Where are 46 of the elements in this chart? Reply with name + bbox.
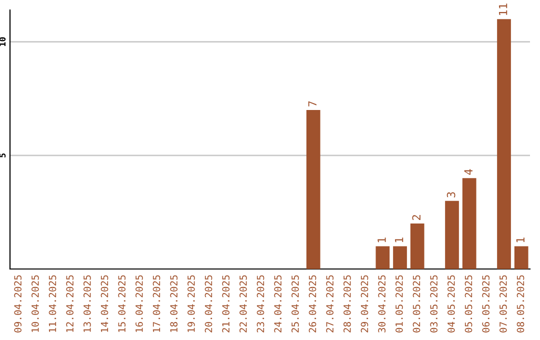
data-label: 1 <box>394 238 404 242</box>
x-tick-label: 29.04.2025 <box>360 275 368 332</box>
x-tick-label: 16.04.2025 <box>135 275 143 332</box>
x-tick-label: 02.05.2025 <box>412 275 420 332</box>
x-tick-label: 28.04.2025 <box>343 275 351 332</box>
data-label: 7 <box>308 101 316 106</box>
x-tick-label: 06.05.2025 <box>482 275 490 332</box>
x-tick-label: 08.05.2025 <box>516 275 524 332</box>
x-tick-label: 27.04.2025 <box>326 275 334 332</box>
bar <box>376 246 390 269</box>
data-label: 4 <box>464 169 472 175</box>
x-tick-label: 04.05.2025 <box>447 275 455 332</box>
x-tick-label: 19.04.2025 <box>187 275 195 332</box>
x-tick-label: 22.04.2025 <box>239 275 247 332</box>
x-tick-label: 24.04.2025 <box>274 275 282 332</box>
bar <box>497 19 511 269</box>
x-tick-label: 03.05.2025 <box>430 275 438 332</box>
x-tick-label: 09.04.2025 <box>14 275 22 332</box>
x-tick-label: 01.05.2025 <box>395 275 403 332</box>
x-tick-label: 11.04.2025 <box>48 275 56 332</box>
bar <box>462 178 476 269</box>
x-tick-label: 15.04.2025 <box>118 275 126 332</box>
x-tick-label: 07.05.2025 <box>499 275 507 332</box>
data-label: 1 <box>378 238 386 242</box>
x-tick-label: 21.04.2025 <box>222 275 230 332</box>
bar <box>410 224 424 269</box>
bar <box>306 110 320 269</box>
x-tick-label: 25.04.2025 <box>291 275 299 332</box>
data-label: 1 <box>516 238 524 242</box>
x-tick-label: 10.04.2025 <box>31 275 39 332</box>
bar <box>393 246 407 269</box>
data-label: 11 <box>498 4 508 15</box>
x-tick-label: 23.04.2025 <box>256 275 264 332</box>
data-label: 2 <box>412 215 420 220</box>
x-tick-label: 14.04.2025 <box>100 275 108 332</box>
x-tick-label: 18.04.2025 <box>170 275 178 332</box>
x-tick-label: 13.04.2025 <box>83 275 91 332</box>
x-tick-label: 12.04.2025 <box>66 275 74 332</box>
x-tick-label: 05.05.2025 <box>464 275 472 332</box>
x-tick-label: 17.04.2025 <box>152 275 160 332</box>
bar <box>514 246 528 269</box>
x-tick-label: 30.04.2025 <box>378 275 386 332</box>
bar <box>445 200 459 269</box>
x-tick-label: 26.04.2025 <box>308 275 316 332</box>
data-label: 3 <box>446 192 456 198</box>
x-tick-label: 20.04.2025 <box>204 275 212 332</box>
